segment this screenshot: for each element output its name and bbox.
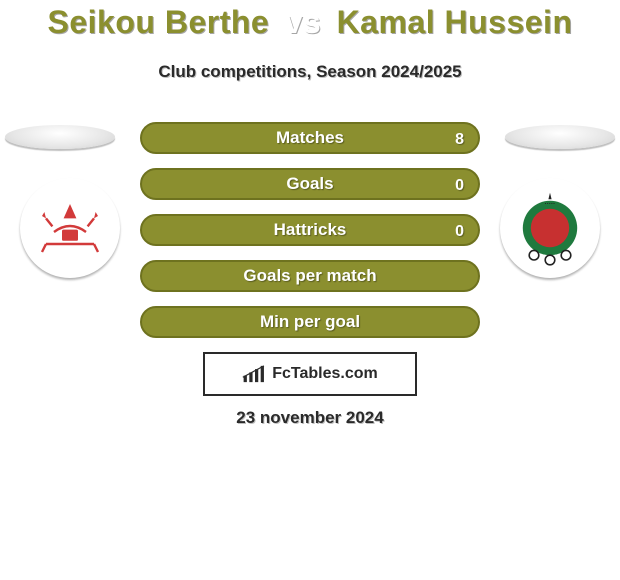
svg-text:·····: ·····	[545, 201, 556, 208]
stat-row-min-per-goal: Min per goal	[140, 306, 480, 338]
attribution-text: FcTables.com	[272, 365, 378, 383]
player1-club-badge	[20, 178, 120, 278]
player2-name: Kamal Hussein	[337, 4, 573, 40]
club-crest-icon	[30, 188, 110, 268]
stat-label: Goals per match	[243, 266, 376, 286]
stat-label: Goals	[286, 174, 333, 194]
attribution: FcTables.com	[203, 352, 417, 396]
stat-label: Hattricks	[274, 220, 347, 240]
date: 23 november 2024	[0, 408, 620, 428]
stats-list: Matches 8 Goals 0 Hattricks 0 Goals per …	[140, 122, 480, 352]
comparison-card: Seikou Berthe vs Kamal Hussein Club comp…	[0, 0, 620, 580]
stat-label: Matches	[276, 128, 344, 148]
player2-plate	[505, 125, 615, 149]
stat-row-goals: Goals 0	[140, 168, 480, 200]
stat-row-hattricks: Hattricks 0	[140, 214, 480, 246]
stat-right-value: 8	[455, 124, 464, 156]
stat-label: Min per goal	[260, 312, 360, 332]
bars-icon	[242, 364, 268, 384]
stat-right-value: 0	[455, 216, 464, 248]
stat-row-matches: Matches 8	[140, 122, 480, 154]
page-title: Seikou Berthe vs Kamal Hussein	[0, 4, 620, 41]
vs-separator: vs	[285, 4, 322, 40]
player1-name: Seikou Berthe	[48, 4, 270, 40]
player1-plate	[5, 125, 115, 149]
stat-row-goals-per-match: Goals per match	[140, 260, 480, 292]
player2-club-badge: ·····	[500, 178, 600, 278]
club-crest-icon: ·····	[510, 188, 590, 268]
subtitle: Club competitions, Season 2024/2025	[0, 62, 620, 82]
stat-right-value: 0	[455, 170, 464, 202]
